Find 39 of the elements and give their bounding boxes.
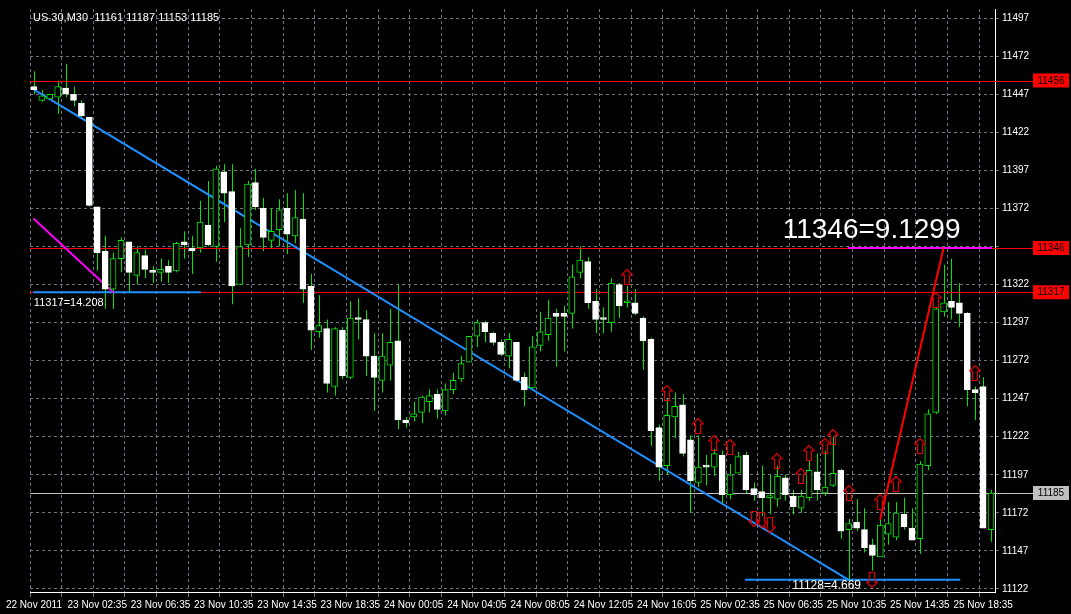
y-tick-label: 11472 [1002, 49, 1030, 61]
x-tick-label: 25 Nov 14:35 [890, 598, 951, 610]
chart-title: US.30,M30 11161 11187 11153 11185 [33, 10, 220, 23]
y-tick-label: 11322 [1002, 278, 1030, 290]
y-tick-label: 11272 [1002, 354, 1030, 366]
x-tick-label: 24 Nov 04:05 [447, 598, 508, 610]
y-tick-label: 11447 [1002, 87, 1030, 99]
x-tick-label: 24 Nov 08:05 [510, 598, 571, 610]
x-tick-label: 25 Nov 10:35 [826, 598, 887, 610]
y-tick-label: 11122 [1002, 582, 1029, 594]
x-tick-label: 25 Nov 06:35 [763, 598, 824, 610]
x-tick-label: 24 Nov 16:05 [636, 598, 697, 610]
y-tick-label: 11422 [1002, 126, 1030, 138]
y-tick-label: 11397 [1002, 164, 1030, 176]
ref-line-label: 11456 [1037, 74, 1065, 86]
y-tick-label: 11372 [1002, 202, 1030, 214]
ref-line-label: 11317 [1037, 286, 1065, 298]
y-tick-label: 11247 [1002, 392, 1030, 404]
y-tick-label: 11497 [1002, 11, 1030, 23]
x-tick-label: 25 Nov 02:35 [700, 598, 761, 610]
x-tick-label: 23 Nov 10:35 [194, 598, 254, 610]
x-tick-label: 23 Nov 14:35 [257, 598, 318, 610]
x-tick-label: 25 Nov 18:35 [953, 598, 1014, 610]
x-tick-label: 23 Nov 18:35 [320, 598, 381, 610]
y-tick-label: 11172 [1002, 506, 1029, 518]
x-tick-label: 23 Nov 02:35 [67, 598, 128, 610]
ref-line-label: 11346 [1037, 242, 1065, 254]
x-tick-label: 24 Nov 00:05 [383, 598, 444, 610]
y-tick-label: 11297 [1002, 316, 1030, 328]
annotation: 11128=4.669 [792, 578, 862, 593]
y-tick-label: 11197 [1002, 468, 1029, 480]
y-tick-label: 11222 [1002, 430, 1030, 442]
x-tick-label: 23 Nov 06:35 [130, 598, 191, 610]
annotation: 11346=9.1299 [782, 212, 961, 244]
x-tick-label: 24 Nov 12:05 [573, 598, 634, 610]
annotation: 11317=14.208 [33, 295, 104, 308]
y-tick-label: 11147 [1002, 544, 1029, 556]
ref-line-label: 11185 [1037, 487, 1065, 499]
x-tick-label: 22 Nov 2011 [5, 598, 63, 610]
